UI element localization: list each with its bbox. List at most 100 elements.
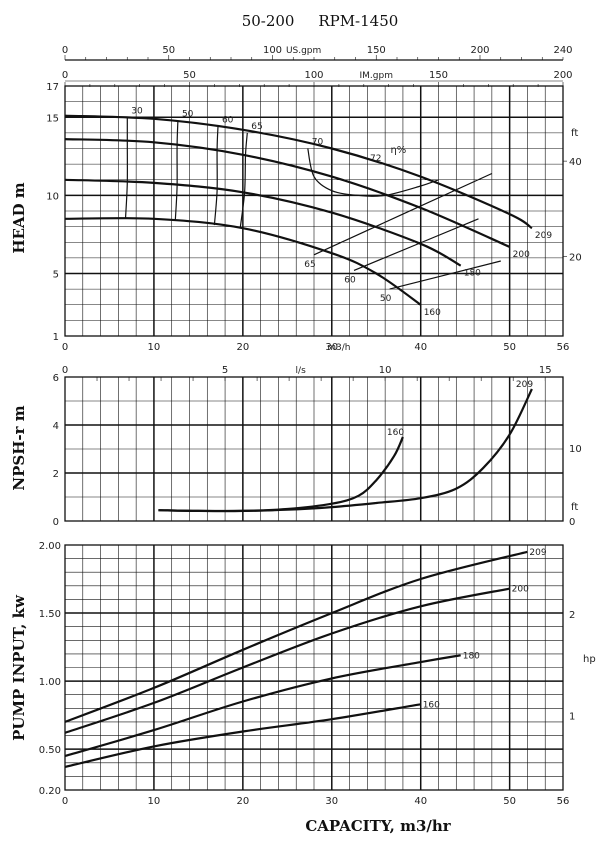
hp-tick-label: 2 [569, 610, 575, 621]
efficiency-label-30: 30 [131, 106, 143, 116]
efficiency-curve-50 [389, 260, 501, 290]
efficiency-label-65: 65 [304, 260, 315, 270]
efficiency-note: 72 [370, 154, 381, 164]
power-curve-label-160: 160 [423, 700, 440, 710]
ls-tick-label: 5 [222, 365, 228, 376]
head-curve-label-209: 209 [535, 231, 552, 241]
us-gpm-tick-label: 200 [470, 45, 489, 56]
head-x-tick-label: 30 [325, 342, 338, 353]
head-curve-180 [64, 178, 462, 267]
power-curve-160 [64, 703, 421, 768]
im-gpm-tick-label: 200 [553, 70, 572, 81]
power-x-tick-label: 0 [62, 796, 68, 807]
npsh-frame [64, 376, 564, 522]
power-y-tick-label: 0.20 [39, 786, 61, 797]
us-gpm-tick-label: 150 [367, 45, 386, 56]
npsh-curve-label-209: 209 [516, 380, 533, 390]
ls-unit-label: l/s [296, 366, 307, 376]
head-curve-label-180: 180 [464, 269, 481, 279]
efficiency-curve-65 [313, 172, 493, 256]
capacity-axis-label: CAPACITY, m3/hr [305, 817, 451, 835]
efficiency-label-60: 60 [344, 275, 356, 285]
head-y-tick-label: 17 [46, 82, 59, 93]
efficiency-label-50: 50 [182, 109, 194, 119]
head-x-tick-label: 40 [414, 342, 427, 353]
power-curve-label-200: 200 [512, 585, 529, 595]
im-gpm-tick-label: 100 [304, 70, 323, 81]
power-x-tick-label: 56 [557, 796, 570, 807]
efficiency-label-70: 70 [312, 138, 324, 148]
ft-unit-label: ft [571, 128, 578, 139]
efficiency-label-65: 65 [251, 122, 262, 132]
power-y-tick-label: 1.00 [39, 677, 61, 688]
head-x-tick-label: 50 [503, 342, 516, 353]
power-x-tick-label: 50 [503, 796, 516, 807]
power-curve-200 [64, 587, 510, 734]
efficiency-curve-30 [124, 117, 128, 219]
head-curve-209 [64, 114, 533, 230]
ls-tick-label: 10 [379, 365, 392, 376]
power-x-tick-label: 30 [325, 796, 338, 807]
npsh-ft-tick-label: 0 [569, 517, 575, 528]
efficiency-curve-70 [307, 148, 439, 197]
im-gpm-tick-label: 150 [429, 70, 448, 81]
im-gpm-tick-label: 50 [183, 70, 196, 81]
power-curve-209 [64, 550, 528, 723]
head-curve-160 [64, 217, 422, 306]
power-y-tick-label: 0.50 [39, 745, 61, 756]
ls-tick-label: 0 [62, 365, 68, 376]
ft-tick-label: 20 [569, 252, 582, 263]
head-curve-label-160: 160 [424, 308, 441, 318]
npsh-ft-tick-label: 10 [569, 444, 582, 455]
npsh-ft-unit-label: ft [571, 502, 578, 513]
us-gpm-tick-label: 50 [162, 45, 175, 56]
power-y-tick-label: 1.50 [39, 609, 61, 620]
efficiency-curve-50 [174, 120, 179, 221]
head-x-tick-label: 0 [62, 342, 68, 353]
efficiency-curve-60 [213, 126, 219, 226]
power-x-tick-label: 40 [414, 796, 427, 807]
power-curve-label-180: 180 [463, 651, 480, 661]
im-gpm-tick-label: 0 [62, 70, 68, 81]
npsh-curve-160 [158, 436, 404, 513]
head-axis-label: HEAD m [10, 182, 28, 253]
power-curve-180 [64, 654, 461, 758]
hp-tick-label: 1 [569, 712, 575, 723]
head-y-tick-label: 10 [46, 191, 59, 202]
npsh-curve-209 [158, 388, 533, 513]
im-gpm-unit-label: IM.gpm [360, 71, 393, 81]
hp-unit-label: hp [583, 654, 596, 665]
efficiency-curve-65 [239, 132, 248, 229]
chart-title: 50-200 RPM-1450 [242, 12, 399, 30]
npsh-curve-label-160: 160 [387, 428, 404, 438]
head-y-tick-label: 5 [53, 270, 59, 281]
efficiency-unit-note: η% [390, 145, 406, 156]
npsh-y-tick-label: 2 [53, 469, 59, 480]
power-y-tick-label: 2.00 [39, 541, 61, 552]
ft-tick-label: 40 [569, 157, 582, 168]
npsh-axis-label: NPSH-r m [10, 405, 28, 490]
head-x-unit-label: m3/h [327, 343, 350, 353]
ls-tick-label: 15 [539, 365, 552, 376]
npsh-y-tick-label: 0 [53, 517, 59, 528]
efficiency-label-50: 50 [380, 294, 392, 304]
head-x-tick-label: 56 [557, 342, 570, 353]
power-panel: 0.20 0.50 1.00 1.50 2.00 0 10 20 30 40 50 56 hp 1 2 209… [39, 541, 596, 807]
power-curve-label-209: 209 [529, 548, 546, 558]
head-x-tick-label: 10 [148, 342, 161, 353]
us-gpm-tick-label: 240 [553, 45, 572, 56]
head-curve-200 [64, 138, 511, 248]
power-x-tick-label: 10 [148, 796, 161, 807]
power-x-tick-label: 20 [236, 796, 249, 807]
head-curve-label-200: 200 [513, 250, 530, 260]
efficiency-label-60: 60 [222, 116, 234, 126]
npsh-y-tick-label: 4 [53, 421, 59, 432]
head-y-tick-label: 1 [53, 332, 59, 343]
us-gpm-tick-label: 100 [263, 45, 282, 56]
power-frame [64, 544, 564, 791]
us-gpm-unit-label: US.gpm [286, 46, 321, 56]
power-axis-label: PUMP INPUT, kw [10, 594, 28, 741]
